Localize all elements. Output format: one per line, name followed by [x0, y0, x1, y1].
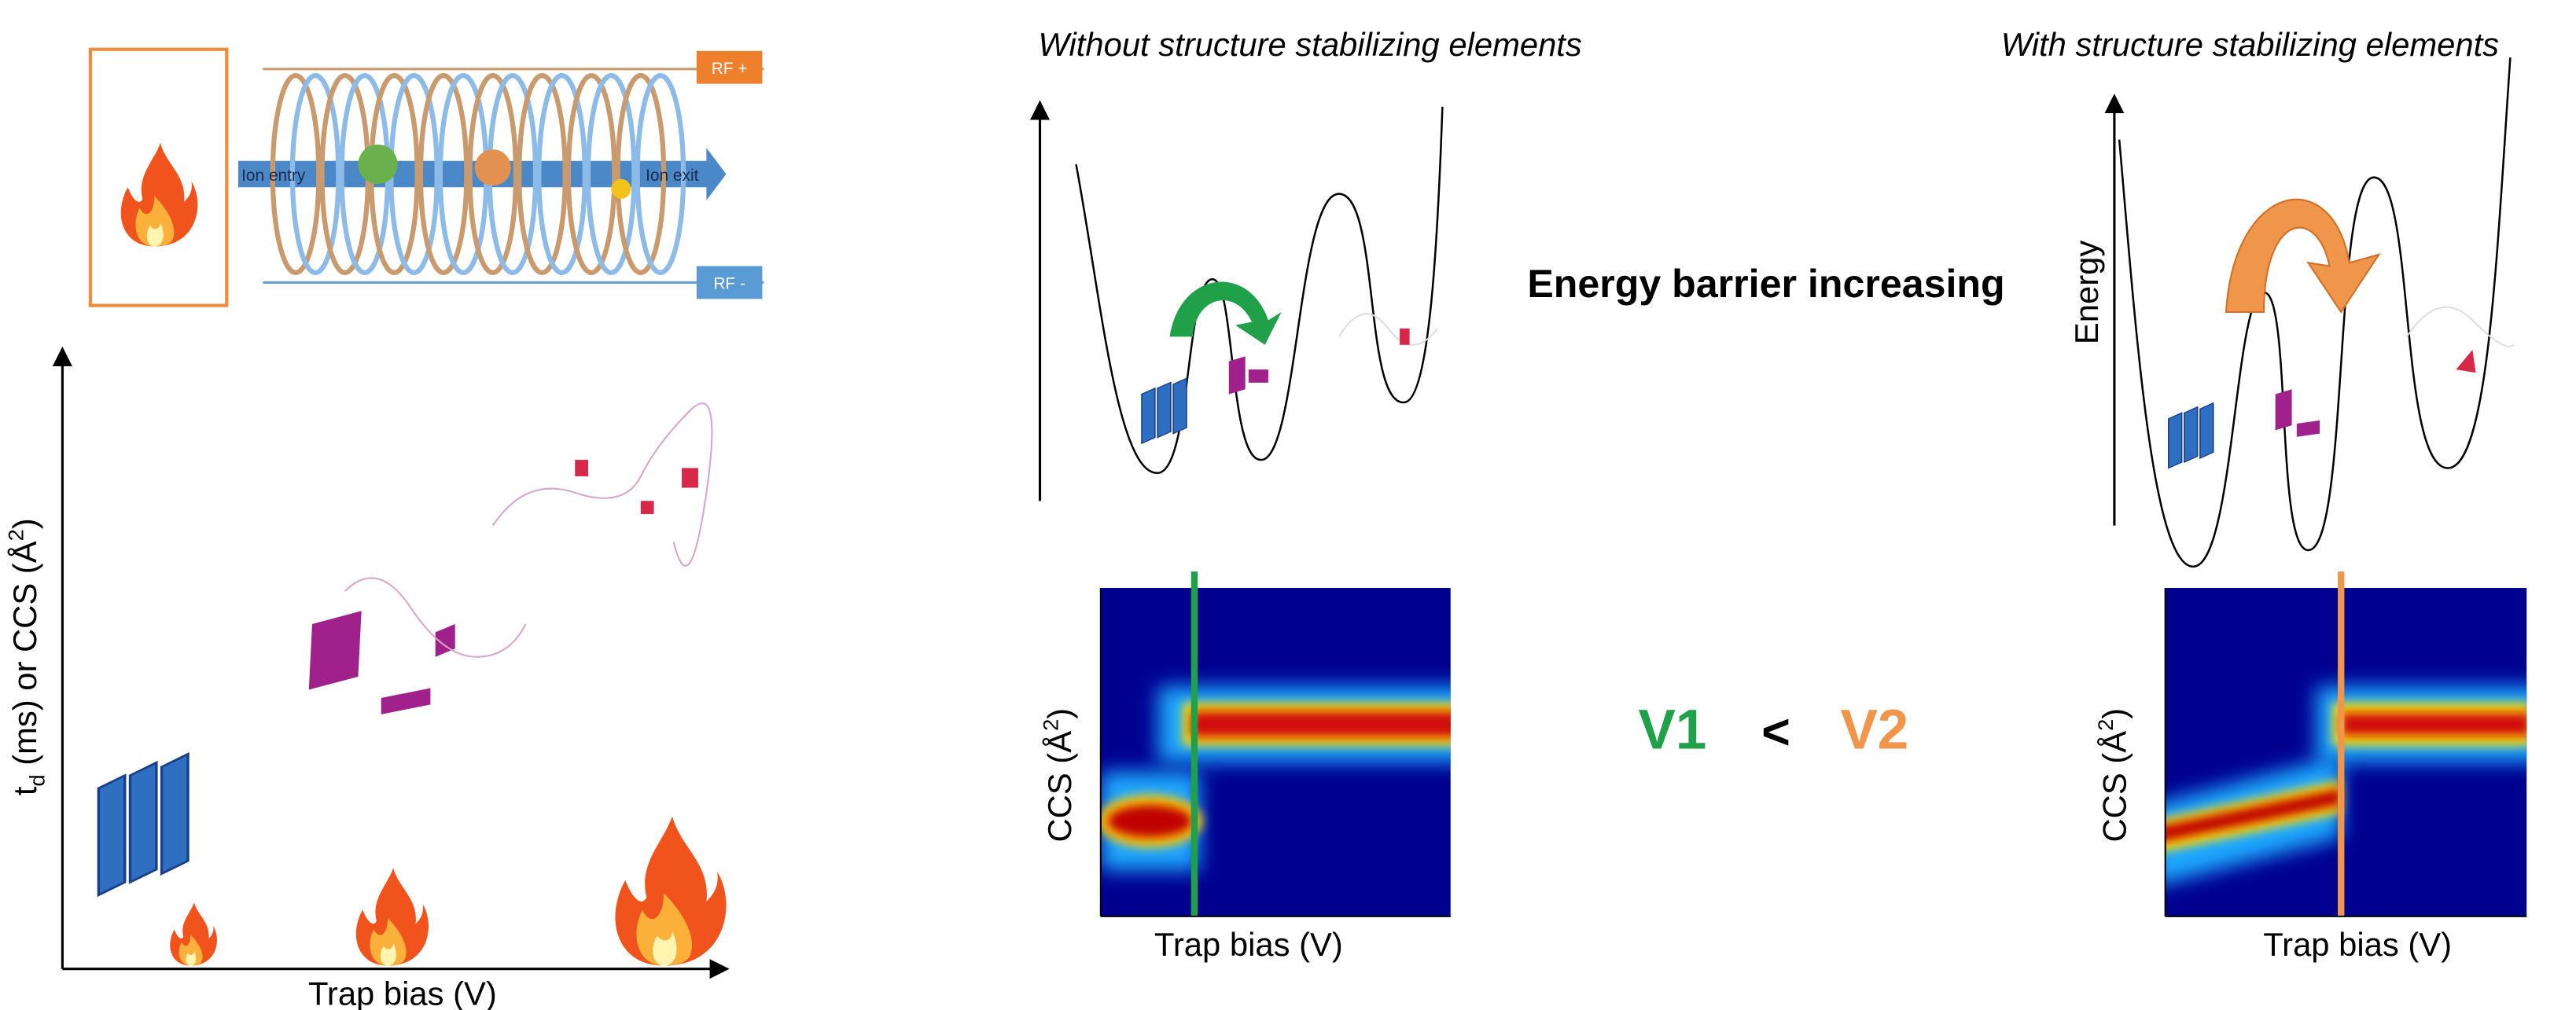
- ccs-label: CCS (Å2): [2093, 708, 2133, 843]
- v1: V1: [1638, 700, 1706, 762]
- x-axis-label: Trap bias (V): [2263, 926, 2452, 963]
- x-axis-label: Trap bias (V): [308, 975, 497, 1010]
- energy-label: Energy: [2068, 241, 2105, 344]
- panel-with: With structure stabilizing elements Ener…: [2001, 26, 2527, 963]
- barrier-text: Energy barrier increasing: [1527, 262, 2004, 306]
- rf-plus: RF +: [712, 60, 748, 78]
- y-axis-label: td (ms) or CCS (Å2): [3, 518, 49, 795]
- comparison: V1 < V2: [1638, 700, 1908, 762]
- panel-without: Without structure stabilizing elements E…: [1029, 26, 2005, 963]
- x-axis-label: Trap bias (V): [1154, 926, 1343, 963]
- rf-minus: RF -: [713, 275, 745, 293]
- panel-title: With structure stabilizing elements: [2001, 26, 2499, 63]
- ion-entry: Ion entry: [241, 167, 306, 185]
- ion-exit: Ion exit: [646, 167, 699, 185]
- ccs-label: CCS (Å2): [1039, 708, 1079, 843]
- trap-cell: RF + RF - Ion entry Ion exit: [88, 47, 764, 307]
- left-plot: td (ms) or CCS (Å2) Trap bias (V): [3, 346, 730, 1010]
- less-than: <: [1761, 705, 1790, 760]
- v2: V2: [1840, 700, 1908, 762]
- panel-title: Without structure stabilizing elements: [1038, 26, 1581, 63]
